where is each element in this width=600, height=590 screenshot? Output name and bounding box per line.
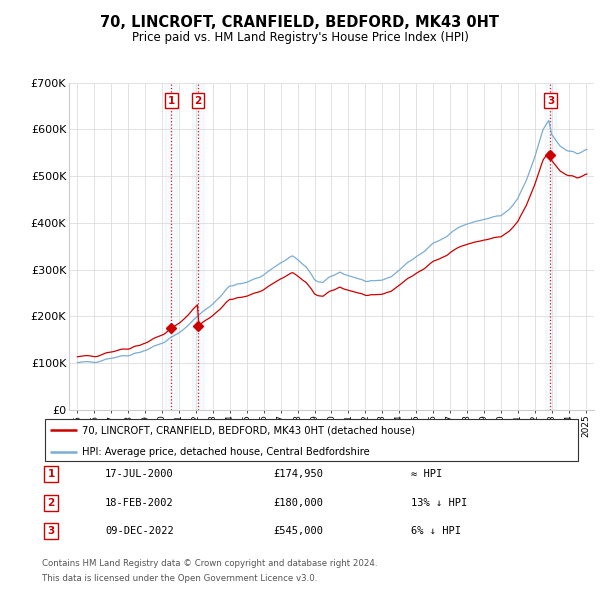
Text: This data is licensed under the Open Government Licence v3.0.: This data is licensed under the Open Gov…: [42, 574, 317, 583]
Text: 1: 1: [47, 470, 55, 479]
Text: 2: 2: [47, 498, 55, 507]
Bar: [166, 83, 177, 410]
Bar: [192, 83, 204, 410]
Text: Contains HM Land Registry data © Crown copyright and database right 2024.: Contains HM Land Registry data © Crown c…: [42, 559, 377, 568]
Bar: [545, 83, 556, 410]
Text: 18-FEB-2002: 18-FEB-2002: [105, 498, 174, 507]
Text: HPI: Average price, detached house, Central Bedfordshire: HPI: Average price, detached house, Cent…: [83, 447, 370, 457]
Text: 70, LINCROFT, CRANFIELD, BEDFORD, MK43 0HT (detached house): 70, LINCROFT, CRANFIELD, BEDFORD, MK43 0…: [83, 425, 415, 435]
Text: 6% ↓ HPI: 6% ↓ HPI: [411, 526, 461, 536]
Text: ≈ HPI: ≈ HPI: [411, 470, 442, 479]
Text: 13% ↓ HPI: 13% ↓ HPI: [411, 498, 467, 507]
Text: Price paid vs. HM Land Registry's House Price Index (HPI): Price paid vs. HM Land Registry's House …: [131, 31, 469, 44]
Text: 17-JUL-2000: 17-JUL-2000: [105, 470, 174, 479]
Text: 1: 1: [167, 96, 175, 106]
Text: 2: 2: [194, 96, 202, 106]
Text: 3: 3: [547, 96, 554, 106]
Text: 3: 3: [47, 526, 55, 536]
Text: 70, LINCROFT, CRANFIELD, BEDFORD, MK43 0HT: 70, LINCROFT, CRANFIELD, BEDFORD, MK43 0…: [101, 15, 499, 30]
Text: 09-DEC-2022: 09-DEC-2022: [105, 526, 174, 536]
Text: £180,000: £180,000: [273, 498, 323, 507]
Text: £545,000: £545,000: [273, 526, 323, 536]
Text: £174,950: £174,950: [273, 470, 323, 479]
FancyBboxPatch shape: [45, 419, 578, 461]
